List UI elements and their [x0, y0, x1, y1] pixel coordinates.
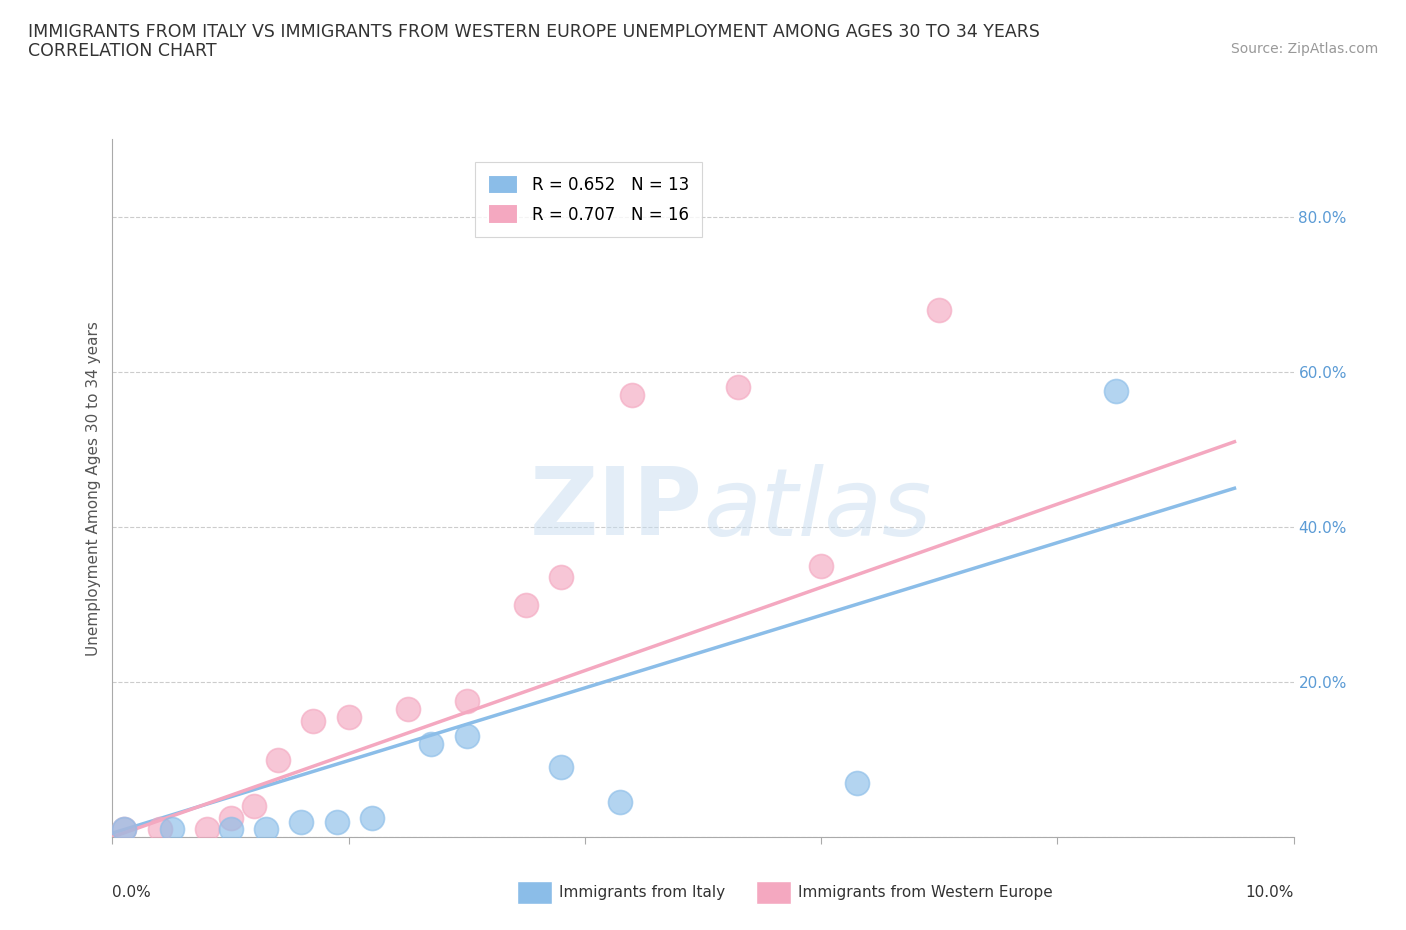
- Text: Source: ZipAtlas.com: Source: ZipAtlas.com: [1230, 42, 1378, 56]
- Point: [1105, 384, 1128, 399]
- Point: [361, 810, 384, 825]
- Point: [550, 760, 572, 775]
- Text: Immigrants from Western Europe: Immigrants from Western Europe: [799, 885, 1053, 900]
- Point: [420, 737, 443, 751]
- Point: [219, 810, 242, 825]
- Point: [243, 799, 266, 814]
- Point: [112, 822, 135, 837]
- Point: [302, 713, 325, 728]
- Point: [727, 380, 749, 395]
- Text: 0.0%: 0.0%: [112, 885, 152, 900]
- Point: [456, 729, 478, 744]
- Point: [326, 814, 349, 829]
- Point: [149, 822, 172, 837]
- Point: [254, 822, 277, 837]
- Text: Immigrants from Italy: Immigrants from Italy: [560, 885, 725, 900]
- Point: [219, 822, 242, 837]
- Point: [928, 302, 950, 317]
- Text: ZIP: ZIP: [530, 463, 703, 555]
- Text: CORRELATION CHART: CORRELATION CHART: [28, 42, 217, 60]
- Point: [195, 822, 218, 837]
- Text: atlas: atlas: [703, 464, 931, 554]
- Point: [810, 558, 832, 573]
- Text: IMMIGRANTS FROM ITALY VS IMMIGRANTS FROM WESTERN EUROPE UNEMPLOYMENT AMONG AGES : IMMIGRANTS FROM ITALY VS IMMIGRANTS FROM…: [28, 23, 1040, 41]
- Legend: R = 0.652   N = 13, R = 0.707   N = 16: R = 0.652 N = 13, R = 0.707 N = 16: [475, 162, 703, 237]
- Point: [515, 597, 537, 612]
- Point: [267, 752, 290, 767]
- Point: [337, 710, 360, 724]
- Point: [160, 822, 183, 837]
- Point: [609, 794, 631, 809]
- Point: [290, 814, 312, 829]
- Point: [550, 570, 572, 585]
- Point: [845, 776, 868, 790]
- Y-axis label: Unemployment Among Ages 30 to 34 years: Unemployment Among Ages 30 to 34 years: [86, 321, 101, 656]
- Point: [112, 822, 135, 837]
- Point: [621, 388, 644, 403]
- Text: 10.0%: 10.0%: [1246, 885, 1294, 900]
- Point: [396, 701, 419, 716]
- Point: [456, 694, 478, 709]
